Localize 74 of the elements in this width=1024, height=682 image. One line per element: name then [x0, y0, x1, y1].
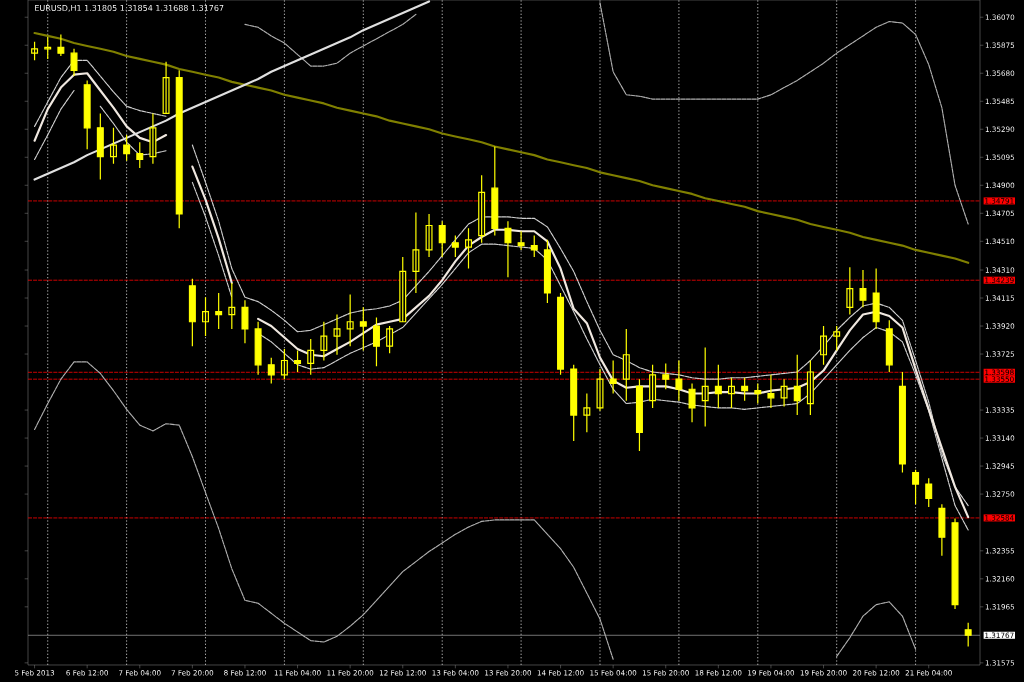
candlestick	[583, 392, 591, 433]
candlestick	[451, 234, 459, 258]
candlestick	[596, 368, 604, 412]
line-series	[33, 31, 970, 264]
text: EURUSD,H1 1.31805 1.31854 1.31688 1.31767	[35, 4, 224, 12]
candlestick	[96, 112, 104, 181]
candlestick	[557, 292, 565, 376]
candlestick	[149, 112, 157, 165]
candlestick	[885, 319, 893, 373]
candlestick	[188, 278, 196, 347]
candlestick	[912, 469, 920, 505]
candlestick	[846, 266, 854, 316]
candlestick	[780, 378, 788, 408]
candlestick	[307, 338, 315, 376]
candlestick	[767, 374, 775, 409]
candlestick	[333, 313, 341, 356]
candlestick	[412, 211, 420, 294]
candlestick	[372, 316, 380, 367]
candlestick	[662, 362, 670, 390]
candlestick	[517, 230, 525, 251]
candlestick	[951, 517, 959, 610]
candlestick	[57, 33, 65, 57]
candlestick	[44, 36, 52, 60]
candlestick	[280, 348, 288, 380]
candlestick	[228, 282, 236, 330]
candlestick	[964, 622, 972, 648]
candlestick	[202, 296, 210, 337]
candlestick	[254, 321, 262, 376]
candlestick	[294, 349, 302, 373]
candlestick	[438, 220, 446, 258]
candlestick	[714, 364, 722, 409]
candlestick	[241, 299, 249, 344]
candlestick	[543, 239, 551, 304]
candlestick	[123, 134, 131, 162]
candlestick	[859, 269, 867, 308]
candlestick	[31, 41, 39, 61]
candlestick	[635, 378, 643, 452]
candlestick	[425, 213, 433, 258]
candlestick	[754, 382, 762, 405]
candlestick	[346, 293, 354, 347]
candlestick	[688, 382, 696, 423]
candlestick	[83, 79, 91, 150]
candlestick	[793, 354, 801, 416]
candlestick	[136, 141, 144, 169]
candlestick	[162, 61, 170, 115]
candlestick	[320, 321, 328, 362]
candlestick	[70, 48, 78, 77]
candlestick	[609, 359, 617, 395]
candlestick	[504, 220, 512, 278]
candlestick	[570, 364, 578, 442]
candlestick	[701, 346, 709, 428]
candlestick	[649, 364, 657, 409]
candlestick	[267, 357, 275, 385]
candlestick	[806, 359, 814, 416]
candlestick	[399, 256, 407, 323]
candlestick	[898, 371, 906, 474]
candlestick	[833, 325, 841, 352]
candlestick	[465, 227, 472, 270]
candlestick	[386, 325, 394, 354]
candlestick	[938, 503, 946, 557]
candlestick	[741, 377, 749, 402]
candlestick	[820, 325, 828, 366]
candlestick	[675, 359, 683, 402]
candlestick	[359, 306, 367, 352]
candlestick	[491, 145, 499, 237]
candlestick	[872, 267, 880, 330]
candlestick	[175, 69, 183, 229]
candlestick	[530, 234, 538, 258]
candlestick	[622, 328, 630, 402]
candlestick	[728, 377, 735, 409]
candlestick	[925, 477, 933, 508]
candlestick	[478, 174, 486, 244]
candlestick	[215, 292, 223, 330]
candlestick	[109, 127, 117, 165]
